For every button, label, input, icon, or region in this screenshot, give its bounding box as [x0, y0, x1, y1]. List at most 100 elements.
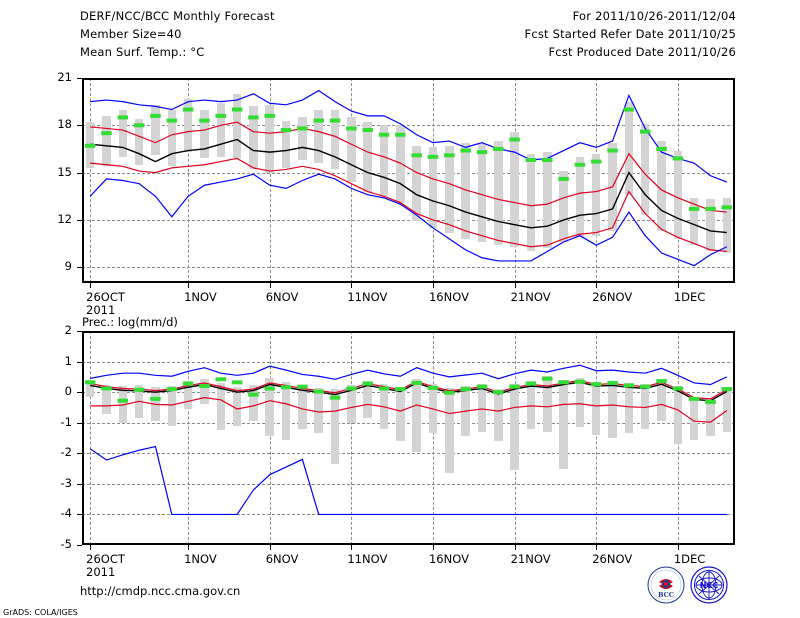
y-axis-tick: [77, 422, 82, 424]
ensemble-box: [249, 106, 258, 170]
observation-dash: [215, 377, 227, 382]
y-axis-tick: [77, 545, 82, 546]
observation-dash: [329, 395, 341, 400]
ensemble-box: [689, 397, 699, 440]
ensemble-box: [216, 382, 225, 431]
y-axis-label: -3: [60, 475, 72, 490]
x-axis-label: 6NOV: [265, 552, 299, 566]
x-axis-label: 21NOV: [510, 552, 551, 566]
observation-dash: [395, 132, 406, 137]
observation-dash: [688, 396, 700, 401]
ensemble-box: [281, 120, 291, 168]
ensemble-box: [494, 389, 503, 442]
ensemble-box: [363, 122, 372, 192]
y-gridline: [82, 483, 735, 485]
x-axis-tick: [90, 283, 92, 288]
x-axis-label: 1DEC: [673, 552, 706, 566]
observation-dash: [525, 381, 537, 386]
x-gridline: [90, 331, 92, 545]
y-gridline: [82, 125, 735, 127]
observation-dash: [705, 206, 716, 211]
precipitation-plot-area: [82, 331, 735, 545]
member-size-label: Member Size=40: [80, 27, 182, 41]
x-axis-label: 16NOV: [428, 290, 469, 304]
ensemble-box: [575, 156, 585, 238]
y-axis-tick: [77, 78, 82, 79]
y-axis-label: -4: [60, 506, 72, 521]
x-axis-tick: [596, 283, 598, 288]
ensemble-box: [673, 150, 683, 239]
y-gridline: [82, 392, 735, 394]
observation-dash: [656, 379, 667, 384]
observation-dash: [280, 385, 292, 390]
ensemble-box: [330, 109, 340, 170]
x-gridline: [188, 331, 190, 545]
observation-dash: [231, 107, 243, 112]
x-gridline: [188, 78, 190, 283]
ensemble-box: [559, 171, 568, 242]
ensemble-box: [200, 109, 209, 159]
precipitation-chart-panel: [82, 331, 735, 545]
y-gridline: [82, 422, 735, 424]
observation-dash: [623, 107, 635, 112]
observation-dash: [297, 126, 308, 131]
ensemble-box: [624, 382, 634, 434]
observation-dash: [411, 153, 422, 158]
ensemble-box: [412, 145, 421, 222]
y-axis-tick: [77, 361, 82, 363]
observation-dash: [411, 380, 422, 385]
observation-dash: [607, 380, 618, 385]
ensemble-box: [526, 381, 536, 429]
observation-dash: [199, 384, 210, 389]
cmdp-url-link[interactable]: http://cmdp.ncc.cma.gov.cn: [80, 584, 241, 598]
observation-dash: [623, 383, 635, 388]
observation-dash: [313, 118, 324, 123]
observation-dash: [574, 162, 586, 167]
x-axis-year-label: 2011: [86, 565, 116, 579]
observation-dash: [231, 380, 243, 385]
observation-dash: [427, 385, 439, 390]
ensemble-box: [249, 385, 258, 422]
ensemble-box: [657, 141, 666, 231]
ensemble-box: [232, 386, 242, 426]
ensemble-box: [396, 125, 405, 203]
observation-dash: [166, 387, 178, 392]
observation-marks: [84, 107, 733, 211]
x-axis-tick: [677, 545, 679, 550]
y-gridline: [82, 172, 735, 174]
observation-dash: [199, 118, 210, 123]
x-axis-label: 26OCT: [86, 290, 125, 304]
ensemble-box: [543, 152, 552, 249]
x-axis-tick: [269, 283, 271, 288]
observation-dash: [362, 381, 373, 386]
series-line: [90, 379, 728, 400]
ensemble-box: [396, 386, 405, 442]
x-gridline: [596, 331, 598, 545]
series-line: [90, 89, 728, 183]
ensemble-box: [706, 400, 715, 437]
observation-dash: [574, 379, 586, 384]
series-line: [89, 173, 728, 267]
observation-dash: [329, 118, 341, 123]
ensemble-box: [428, 147, 438, 228]
ensemble-box: [673, 386, 683, 445]
forecast-range-label: For 2011/10/26-2011/12/04: [572, 9, 736, 23]
observation-dash: [542, 158, 553, 162]
ensemble-box: [232, 93, 242, 159]
observation-dash: [346, 126, 357, 131]
ensemble-box: [85, 379, 95, 397]
observation-dash: [166, 118, 178, 123]
svg-text:BCC: BCC: [658, 591, 674, 599]
ensemble-box: [265, 104, 274, 173]
observation-dash: [688, 206, 700, 211]
ensemble-box: [298, 385, 307, 429]
precipitation-variable-label: Prec.: log(mm/d): [82, 315, 178, 329]
ensemble-box: [167, 386, 177, 426]
observation-dash: [84, 143, 96, 148]
grads-credit-label: GrADS: COLA/IGES: [3, 608, 78, 617]
x-axis-tick: [514, 283, 516, 288]
observation-dash: [264, 386, 275, 391]
observation-dash: [639, 129, 651, 134]
x-axis-label: 6NOV: [265, 290, 299, 304]
y-axis-label: 21: [57, 70, 72, 84]
